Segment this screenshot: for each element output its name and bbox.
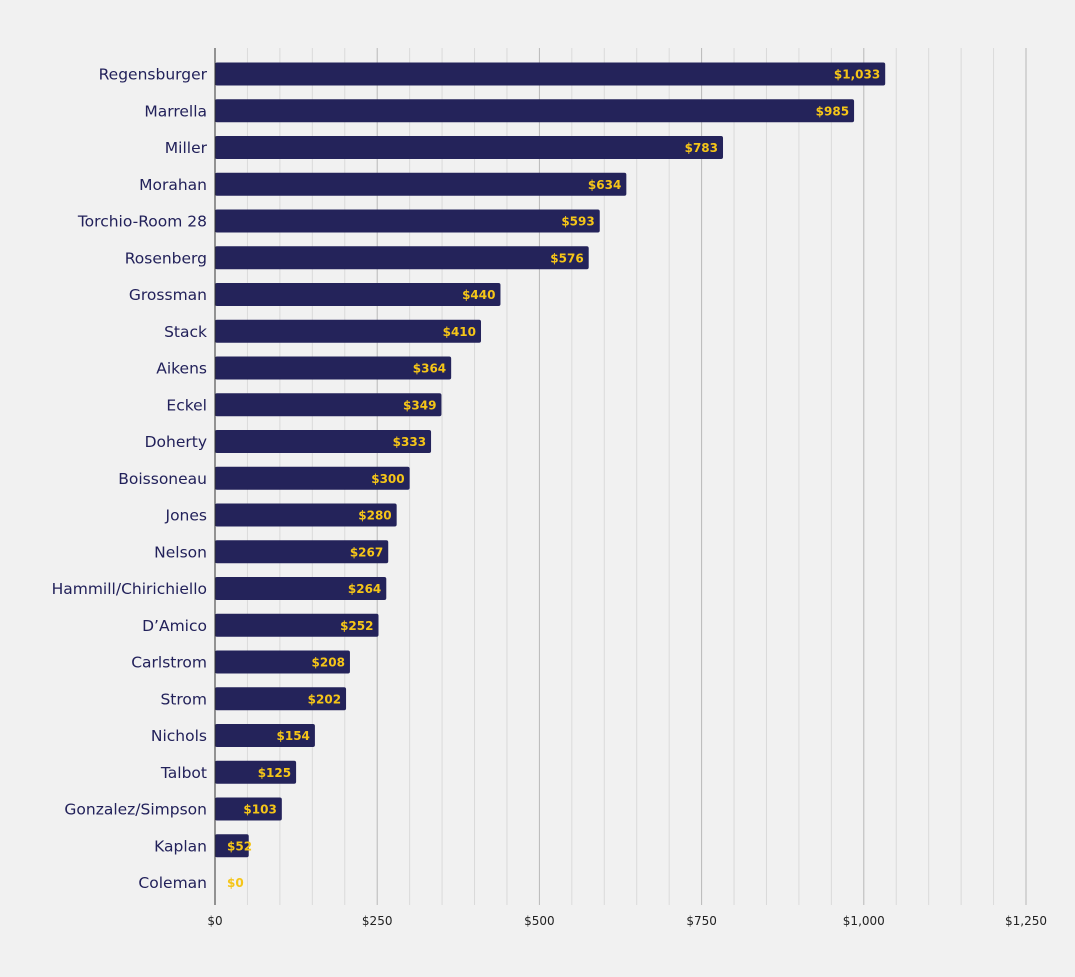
category-label: Jones (165, 507, 208, 525)
bar (215, 797, 282, 821)
label-layer: Regensburger $1,033 Marrella $985 Miller $783… (52, 66, 881, 893)
data-label: $783 (685, 141, 718, 155)
category-label: Rosenberg (125, 249, 207, 267)
data-label: $300 (371, 472, 404, 486)
category-label: Boissoneau (118, 470, 207, 488)
data-label: $280 (358, 509, 391, 523)
bar (215, 540, 389, 564)
category-label: Marrella (144, 102, 207, 120)
bar-layer (215, 62, 886, 858)
bar (215, 577, 387, 600)
category-label: D’Amico (142, 617, 207, 635)
category-label: Kaplan (154, 837, 207, 855)
data-label: $985 (816, 104, 849, 118)
bar (215, 283, 501, 306)
bar (215, 172, 627, 196)
category-label: Torchio-Room 28 (77, 213, 207, 231)
data-label: $125 (258, 766, 291, 780)
data-label: $593 (561, 215, 594, 229)
bar (215, 466, 410, 490)
x-tick-label: $1,000 (843, 914, 885, 928)
bar (215, 430, 432, 453)
category-label: Regensburger (99, 66, 208, 84)
category-label: Coleman (138, 874, 207, 892)
category-label: Gonzalez/Simpson (64, 801, 207, 819)
data-label: $264 (348, 582, 381, 596)
data-label: $267 (350, 545, 383, 559)
category-label: Stack (164, 323, 207, 341)
data-label: $333 (393, 435, 426, 449)
data-label: $410 (443, 325, 476, 339)
data-label: $349 (403, 398, 436, 412)
data-label: $202 (308, 692, 341, 706)
category-label: Carlstrom (131, 654, 207, 672)
bar (215, 687, 347, 711)
data-label: $103 (243, 803, 276, 817)
axis-layer: $0 $250 $500 $750 $1,000 $1,250 (207, 48, 1047, 928)
category-label: Hammill/Chirichiello (52, 580, 207, 598)
data-label: $154 (277, 729, 310, 743)
bar (215, 834, 249, 858)
data-label: $440 (462, 288, 495, 302)
category-label: Aikens (156, 360, 207, 378)
x-tick-label: $250 (362, 914, 393, 928)
bar (215, 503, 397, 527)
x-tick-label: $500 (524, 914, 555, 928)
category-label: Nelson (154, 543, 207, 561)
bar (215, 99, 855, 123)
category-label: Grossman (129, 286, 207, 304)
bar (215, 356, 452, 380)
bar (215, 760, 297, 784)
data-label: $52 (227, 839, 252, 853)
category-label: Strom (160, 690, 207, 708)
data-label: $208 (312, 656, 345, 670)
bar (215, 613, 379, 637)
x-tick-label: $750 (686, 914, 717, 928)
data-label: $364 (413, 362, 446, 376)
category-label: Doherty (145, 433, 207, 451)
data-label: $634 (588, 178, 621, 192)
data-label: $1,033 (834, 68, 880, 82)
bar (215, 724, 315, 747)
bar (215, 62, 886, 86)
bar (215, 650, 350, 674)
x-tick-label: $1,250 (1005, 914, 1047, 928)
bar (215, 246, 589, 270)
bar (215, 136, 724, 159)
x-tick-label: $0 (207, 914, 222, 928)
category-label: Miller (165, 139, 208, 157)
category-label: Eckel (166, 396, 207, 414)
bar (215, 319, 482, 343)
bar (215, 393, 442, 417)
data-label: $576 (550, 251, 583, 265)
category-label: Talbot (160, 764, 207, 782)
data-label: $0 (227, 876, 244, 890)
category-label: Nichols (151, 727, 207, 745)
data-label: $252 (340, 619, 373, 633)
bar (215, 209, 600, 233)
category-label: Morahan (139, 176, 207, 194)
